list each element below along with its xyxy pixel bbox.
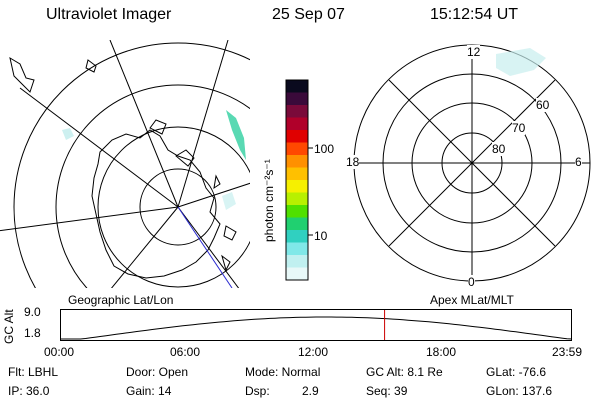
instrument-title: Ultraviolet Imager bbox=[46, 6, 172, 23]
mlt-line bbox=[388, 79, 556, 247]
mlat-label-70: 70 bbox=[512, 121, 526, 135]
colorbar-band bbox=[286, 217, 308, 231]
colorbar-band bbox=[286, 230, 308, 243]
apex-polar-map bbox=[353, 44, 591, 282]
colorbar-band bbox=[286, 242, 308, 256]
colorbar-band bbox=[286, 180, 308, 193]
glon-status: GLon: 137.6 bbox=[486, 384, 553, 398]
meridian-line bbox=[19, 87, 179, 208]
colorbar-band bbox=[286, 80, 308, 93]
colorbar-band bbox=[286, 130, 308, 143]
time-label: 15:12:54 UT bbox=[430, 6, 519, 23]
altitude-ytick-9: 9.0 bbox=[24, 305, 41, 319]
altitude-xtick-1: 06:00 bbox=[170, 345, 201, 359]
colorbar-band bbox=[286, 92, 308, 106]
altitude-ylabel: GC Alt bbox=[2, 309, 16, 344]
mlt-label-18: 18 bbox=[346, 155, 360, 169]
gc-alt-status: GC Alt: 8.1 Re bbox=[366, 365, 443, 379]
colorbar-band bbox=[286, 267, 308, 281]
lat-circle bbox=[13, 42, 250, 288]
terminator-line bbox=[177, 206, 233, 288]
mlat-label-60: 60 bbox=[536, 98, 550, 112]
colorbar-band bbox=[286, 105, 308, 118]
coast-fragment bbox=[9, 56, 35, 93]
coast-fragment bbox=[175, 149, 195, 167]
altitude-ytick-1-8: 1.8 bbox=[24, 326, 41, 340]
coast-fragment bbox=[213, 174, 221, 190]
dsp-label: Dsp: bbox=[245, 384, 270, 398]
lat-circle bbox=[97, 126, 250, 288]
lat-circle bbox=[139, 168, 217, 246]
apex-map-label: Apex MLat/MLT bbox=[430, 293, 514, 307]
coast-fragment bbox=[149, 119, 167, 135]
colorbar-band bbox=[286, 155, 308, 168]
altitude-xtick-0: 00:00 bbox=[44, 345, 75, 359]
coast-fragment bbox=[85, 59, 97, 73]
altitude-plot bbox=[60, 309, 572, 341]
aurora-speckle bbox=[222, 192, 236, 210]
door-status: Door: Open bbox=[126, 365, 189, 379]
altitude-curve bbox=[60, 316, 572, 340]
dsp-value: 2.9 bbox=[302, 384, 319, 398]
meridian-line bbox=[109, 40, 179, 208]
colorbar bbox=[285, 79, 313, 281]
meridian-line bbox=[177, 40, 229, 208]
ip-status: IP: 36.0 bbox=[8, 384, 50, 398]
lat-circle bbox=[55, 84, 250, 288]
mlt-label-12: 12 bbox=[467, 45, 481, 59]
colorbar-band bbox=[286, 205, 308, 218]
colorbar-unit-label: photon cm⁻²s⁻¹ bbox=[262, 159, 276, 242]
mlat-label-80: 80 bbox=[492, 142, 506, 156]
mlt-label-6: 6 bbox=[575, 155, 582, 169]
altitude-plot-frame bbox=[60, 309, 572, 341]
colorbar-tick-100: 100 bbox=[314, 142, 335, 156]
colorbar-band bbox=[286, 167, 308, 181]
antarctica-coastline bbox=[91, 129, 221, 279]
colorbar-band bbox=[286, 142, 308, 156]
seq-status: Seq: 39 bbox=[366, 384, 408, 398]
filter-status: Flt: LBHL bbox=[8, 365, 59, 379]
altitude-xtick-4: 23:59 bbox=[552, 345, 583, 359]
colorbar-band bbox=[286, 117, 308, 131]
date-label: 25 Sep 07 bbox=[272, 6, 345, 23]
meridian-line bbox=[110, 206, 179, 288]
gain-status: Gain: 14 bbox=[126, 384, 172, 398]
mlt-label-0: 0 bbox=[468, 275, 475, 289]
geographic-map-label: Geographic Lat/Lon bbox=[68, 293, 174, 307]
colorbar-band bbox=[286, 255, 308, 268]
aurora-emission bbox=[226, 110, 246, 160]
colorbar-tick-10: 10 bbox=[314, 229, 328, 243]
altitude-xtick-3: 18:00 bbox=[426, 345, 457, 359]
coast-fragment bbox=[223, 225, 237, 241]
glat-status: GLat: -76.6 bbox=[486, 365, 547, 379]
altitude-xtick-2: 12:00 bbox=[298, 345, 329, 359]
meridian-line bbox=[177, 182, 250, 208]
mode-status: Mode: Normal bbox=[245, 365, 321, 379]
aurora-speckle bbox=[496, 48, 546, 76]
geographic-map bbox=[0, 40, 250, 288]
aurora-speckle bbox=[62, 128, 74, 140]
coast-fragment bbox=[221, 254, 231, 272]
colorbar-band bbox=[286, 192, 308, 206]
meridian-line bbox=[0, 206, 179, 232]
